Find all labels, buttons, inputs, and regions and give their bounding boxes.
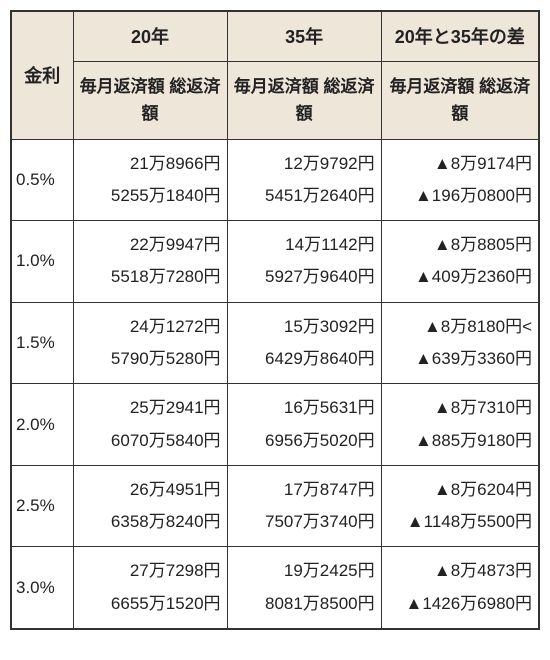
cell-diff: ▲8万4873円▲1426万6980円 [381,547,539,629]
cell-35-total: 5451万2640円 [230,180,375,212]
cell-diff-monthly: ▲8万8805円 [384,229,532,261]
cell-diff-total: ▲409万2360円 [384,261,532,293]
table-row: 3.0%27万7298円6655万1520円19万2425円8081万8500円… [11,547,539,629]
cell-diff-monthly: ▲8万6204円 [384,474,532,506]
cell-diff-total: ▲885万9180円 [384,425,532,457]
header-period-35: 35年 [227,11,381,61]
header-rate: 金利 [11,11,73,139]
cell-diff-total: ▲1148万5500円 [384,506,532,538]
cell-35-total: 6429万8640円 [230,343,375,375]
table-row: 1.0%22万9947円5518万7280円14万1142円5927万9640円… [11,221,539,303]
cell-35-monthly: 17万8747円 [230,474,375,506]
cell-35-monthly: 19万2425円 [230,555,375,587]
rate-cell: 1.0% [11,221,73,303]
cell-20-total: 6655万1520円 [76,588,221,620]
rate-cell: 2.0% [11,384,73,466]
cell-35-total: 8081万8500円 [230,588,375,620]
cell-diff-monthly: ▲8万8180円< [384,311,532,343]
cell-diff: ▲8万7310円▲885万9180円 [381,384,539,466]
cell-35-monthly: 14万1142円 [230,229,375,261]
table-body: 0.5%21万8966円5255万1840円12万9792円5451万2640円… [11,139,539,629]
cell-20: 24万1272円5790万5280円 [73,302,227,384]
cell-20: 21万8966円5255万1840円 [73,139,227,221]
cell-20-monthly: 22万9947円 [76,229,221,261]
cell-35: 16万5631円6956万5020円 [227,384,381,466]
loan-comparison-table-wrap: 金利 20年 35年 20年と35年の差 毎月返済額 総返済額 毎月返済額 総返… [10,10,540,630]
cell-diff: ▲8万9174円▲196万0800円 [381,139,539,221]
cell-20-total: 5518万7280円 [76,261,221,293]
table-row: 2.0%25万2941円6070万5840円16万5631円6956万5020円… [11,384,539,466]
cell-20: 27万7298円6655万1520円 [73,547,227,629]
cell-20-total: 5790万5280円 [76,343,221,375]
rate-cell: 1.5% [11,302,73,384]
loan-comparison-table: 金利 20年 35年 20年と35年の差 毎月返済額 総返済額 毎月返済額 総返… [10,10,540,630]
cell-20-monthly: 24万1272円 [76,311,221,343]
header-row-1: 金利 20年 35年 20年と35年の差 [11,11,539,61]
cell-35-monthly: 12万9792円 [230,148,375,180]
header-period-diff: 20年と35年の差 [381,11,539,61]
cell-20-total: 5255万1840円 [76,180,221,212]
table-header: 金利 20年 35年 20年と35年の差 毎月返済額 総返済額 毎月返済額 総返… [11,11,539,139]
cell-35-total: 6956万5020円 [230,425,375,457]
cell-diff-monthly: ▲8万7310円 [384,392,532,424]
cell-20-monthly: 26万4951円 [76,474,221,506]
cell-diff-total: ▲639万3360円 [384,343,532,375]
cell-35-total: 5927万9640円 [230,261,375,293]
cell-35: 15万3092円6429万8640円 [227,302,381,384]
cell-20: 25万2941円6070万5840円 [73,384,227,466]
table-row: 2.5%26万4951円6358万8240円17万8747円7507万3740円… [11,465,539,547]
rate-cell: 0.5% [11,139,73,221]
rate-cell: 2.5% [11,465,73,547]
header-row-2: 毎月返済額 総返済額 毎月返済額 総返済額 毎月返済額 総返済額 [11,61,539,139]
cell-diff-monthly: ▲8万9174円 [384,148,532,180]
cell-35: 19万2425円8081万8500円 [227,547,381,629]
cell-20: 26万4951円6358万8240円 [73,465,227,547]
cell-20-total: 6358万8240円 [76,506,221,538]
table-row: 0.5%21万8966円5255万1840円12万9792円5451万2640円… [11,139,539,221]
cell-diff-monthly: ▲8万4873円 [384,555,532,587]
cell-20-monthly: 27万7298円 [76,555,221,587]
cell-diff-total: ▲196万0800円 [384,180,532,212]
cell-35-monthly: 16万5631円 [230,392,375,424]
header-period-20: 20年 [73,11,227,61]
header-sub-diff: 毎月返済額 総返済額 [381,61,539,139]
cell-diff-total: ▲1426万6980円 [384,588,532,620]
cell-35-total: 7507万3740円 [230,506,375,538]
cell-diff: ▲8万8180円<▲639万3360円 [381,302,539,384]
cell-35: 12万9792円5451万2640円 [227,139,381,221]
cell-20-monthly: 21万8966円 [76,148,221,180]
cell-20-total: 6070万5840円 [76,425,221,457]
rate-cell: 3.0% [11,547,73,629]
cell-diff: ▲8万6204円▲1148万5500円 [381,465,539,547]
cell-20-monthly: 25万2941円 [76,392,221,424]
header-sub-20: 毎月返済額 総返済額 [73,61,227,139]
cell-35: 17万8747円7507万3740円 [227,465,381,547]
table-row: 1.5%24万1272円5790万5280円15万3092円6429万8640円… [11,302,539,384]
cell-diff: ▲8万8805円▲409万2360円 [381,221,539,303]
header-sub-35: 毎月返済額 総返済額 [227,61,381,139]
cell-35: 14万1142円5927万9640円 [227,221,381,303]
cell-20: 22万9947円5518万7280円 [73,221,227,303]
cell-35-monthly: 15万3092円 [230,311,375,343]
